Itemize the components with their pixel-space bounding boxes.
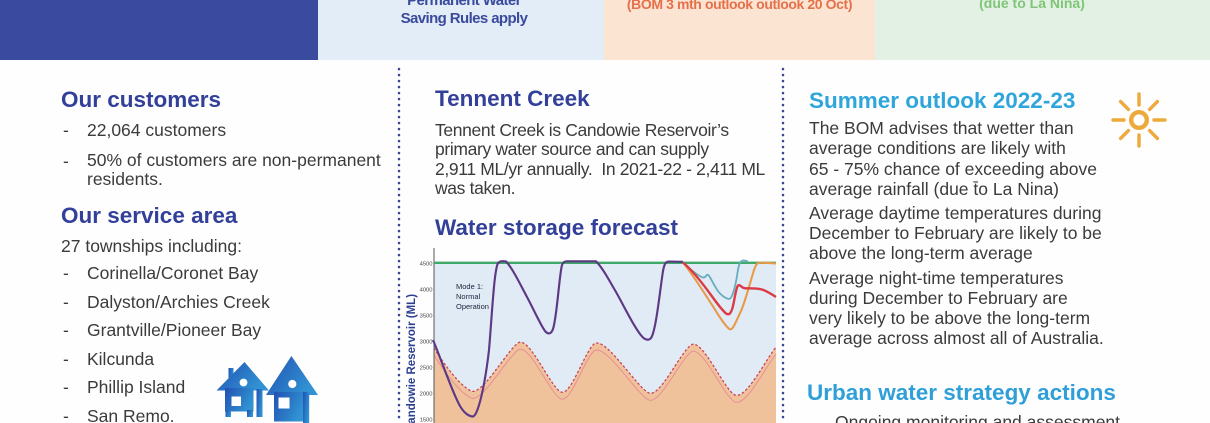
svg-text:3500: 3500 xyxy=(420,314,433,320)
svg-text:2000: 2000 xyxy=(420,392,433,398)
svg-text:2500: 2500 xyxy=(420,366,433,372)
svg-text:Mode 1:: Mode 1: xyxy=(456,282,483,291)
svg-text:1500: 1500 xyxy=(420,418,433,423)
svg-text:3000: 3000 xyxy=(420,340,433,346)
svg-text:Normal: Normal xyxy=(456,292,481,301)
svg-text:Candowie Reservoir (ML): Candowie Reservoir (ML) xyxy=(406,294,418,423)
svg-text:4000: 4000 xyxy=(420,288,433,294)
svg-text:Operation: Operation xyxy=(456,302,489,311)
svg-text:4500: 4500 xyxy=(420,262,433,268)
